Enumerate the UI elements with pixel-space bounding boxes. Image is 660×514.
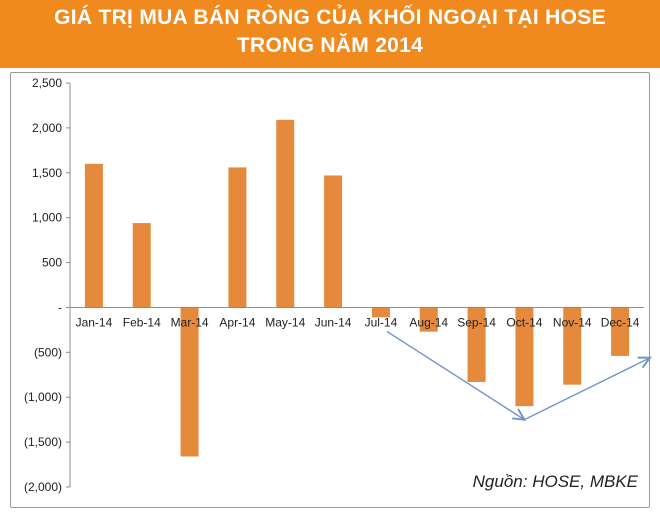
bar-sep-14 [467,307,486,382]
bar-jul-14 [371,307,390,318]
x-tick-label: Dec-14 [601,315,640,329]
y-tick-label: (500) [34,345,62,359]
x-tick-label: Nov-14 [553,315,592,329]
source-note: Nguồn: HOSE, MBKE [472,472,638,491]
bar-apr-14 [228,167,247,308]
y-tick-label: 500 [42,256,62,270]
x-tick-label: Aug-14 [409,315,448,329]
chart-title-line-2: TRONG NĂM 2014 [236,34,424,57]
trend-arrow-down [386,330,525,419]
plot-area-border [10,72,650,508]
bar-dec-14 [611,307,630,356]
bar-may-14 [276,119,295,308]
x-tick-label: Feb-14 [123,315,161,329]
bar-nov-14 [563,307,582,385]
y-tick-label: 1,000 [32,211,62,225]
x-tick-label: Oct-14 [506,315,542,329]
bar-mar-14 [180,307,199,457]
x-tick-label: Jul-14 [365,315,398,329]
y-tick-label: (2,000) [24,480,62,494]
x-tick-label: Sep-14 [457,315,496,329]
bar-feb-14 [132,223,151,308]
title-banner: GIÁ TRỊ MUA BÁN RÒNG CỦA KHỐI NGOẠI TẠI … [0,0,660,68]
chart-title-line-1: GIÁ TRỊ MUA BÁN RÒNG CỦA KHỐI NGOẠI TẠI … [54,6,606,29]
x-tick-label: Jan-14 [76,315,113,329]
y-tick-label: (1,500) [24,435,62,449]
x-tick-label: Jun-14 [315,315,352,329]
bar-jun-14 [324,175,343,308]
y-tick-label: 2,500 [32,76,62,90]
y-tick-label: - [58,300,62,314]
x-tick-label: Mar-14 [171,315,209,329]
x-tick-label: May-14 [265,315,305,329]
bar-aug-14 [419,307,438,332]
bar-jan-14 [84,163,103,308]
x-tick-label: Apr-14 [219,315,255,329]
y-tick-label: 2,000 [32,121,62,135]
y-tick-label: 1,500 [32,166,62,180]
bar-oct-14 [515,307,534,407]
trend-arrow-up [524,358,650,421]
y-tick-label: (1,000) [24,390,62,404]
